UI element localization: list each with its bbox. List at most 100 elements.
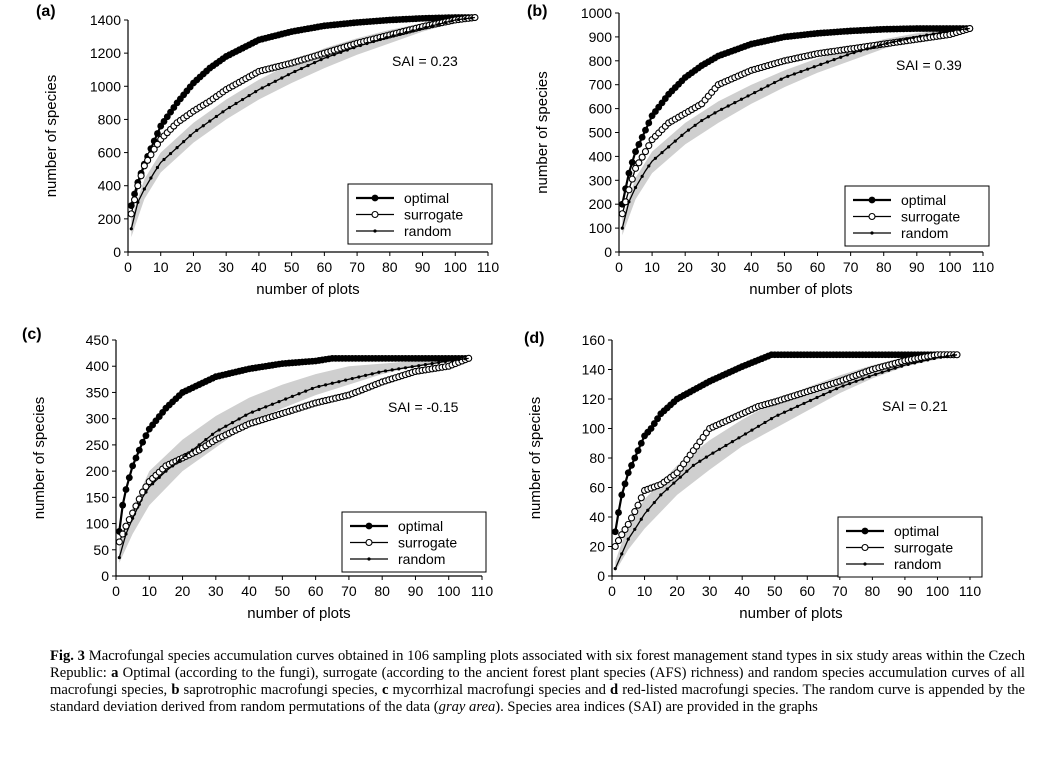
series-random [129,16,475,231]
data-point [698,459,702,463]
data-point [142,432,150,440]
data-point [182,140,186,144]
sai-annotation: SAI = 0.23 [392,53,458,69]
y-tick-label: 300 [86,411,110,427]
data-point [404,30,408,35]
data-point [293,69,297,74]
data-point [646,508,650,512]
data-point [625,169,633,177]
data-point [168,151,173,156]
y-tick-label: 450 [86,332,110,348]
data-point [737,436,741,440]
data-point [693,123,697,127]
x-tick-label: 60 [317,259,333,275]
data-point [759,87,763,91]
x-tick-label: 20 [186,259,202,275]
data-point [635,159,643,167]
data-point [789,407,793,411]
data-point [384,35,389,40]
data-point [854,379,858,383]
data-point [637,439,645,447]
x-tick-label: 10 [153,259,169,275]
x-tick-label: 70 [341,583,357,599]
data-point [726,104,730,108]
data-point [618,531,626,539]
data-point [423,363,428,367]
series-random [613,353,958,571]
x-tick-label: 40 [734,583,750,599]
data-point [264,405,268,409]
legend-label: random [398,551,445,567]
data-point [825,60,830,64]
y-tick-label: 400 [86,358,110,374]
data-point [134,182,142,190]
data-point [208,119,212,123]
data-point [632,148,639,156]
data-point [704,455,708,459]
data-point [631,454,639,462]
data-point [139,438,147,446]
y-tick-label: 400 [589,148,613,164]
data-point [151,482,155,486]
data-point [144,156,152,164]
data-point [925,33,929,37]
data-point [769,417,774,421]
y-tick-label: 20 [589,539,605,555]
data-point [620,226,624,230]
x-tick-label: 0 [124,259,132,275]
data-point [926,358,930,362]
data-point [634,501,642,509]
data-point [667,145,671,149]
data-point [299,66,304,71]
x-tick-label: 100 [938,259,962,275]
data-point [443,20,448,25]
data-point [893,366,897,370]
series-surrogate [611,351,961,551]
data-point [144,490,148,494]
data-point [951,28,955,33]
x-tick-label: 70 [843,259,859,275]
y-tick-label: 40 [589,509,605,525]
data-point [137,502,141,506]
legend-label: surrogate [398,535,457,551]
y-tick-label: 80 [589,450,605,466]
data-point [782,410,787,414]
data-point [284,397,288,401]
data-point [190,448,195,452]
data-point [122,486,130,493]
data-point [626,537,630,541]
data-point [247,93,251,98]
data-point [865,47,869,51]
series-random [117,357,469,560]
y-axis-label: number of species [534,71,551,194]
data-point [450,19,454,23]
data-point [647,164,651,168]
data-point [772,80,777,85]
data-point [650,420,658,427]
series-random [620,27,970,230]
x-tick-label: 90 [897,583,913,599]
y-tick-label: 1200 [90,45,121,61]
x-tick-label: 80 [382,259,398,275]
data-point [117,556,121,560]
chart-panel: (a) 0 200 400 600 800 1000 1200 1400 0 10 20 30 40 50 6… [36,3,499,298]
data-point [201,124,205,128]
x-tick-label: 0 [615,259,623,275]
data-point [140,162,148,170]
data-point [673,139,677,143]
x-tick-label: 10 [141,583,157,599]
y-tick-label: 350 [86,384,110,400]
data-point [365,41,369,46]
y-tick-label: 200 [86,463,110,479]
data-point [221,110,225,114]
y-tick-label: 160 [582,332,606,348]
data-point [162,157,166,162]
data-point [792,72,796,76]
x-tick-label: 30 [218,259,234,275]
caption-text-run: ). Species area indices (SAI) are provid… [495,699,818,715]
data-point [153,140,162,148]
data-point [627,514,636,522]
caption-text-run: mycorrhizal macrofungi species and [388,682,611,698]
data-point [150,145,158,153]
data-point [660,150,664,155]
